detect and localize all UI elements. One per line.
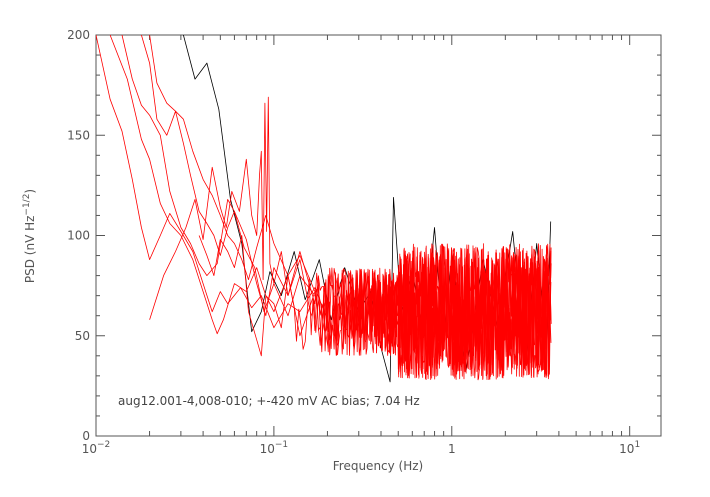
x-tick-label: 1 [448, 442, 456, 456]
series-line-7 [198, 235, 552, 380]
x-axis: 10−2 10−1 1 101 [82, 35, 640, 456]
y-axis-label: PSD (nV Hz−1/2) [22, 189, 37, 283]
y-axis-label-text: PSD (nV Hz [23, 216, 37, 284]
y-tick-label: 200 [67, 28, 90, 42]
y-tick-label: 50 [75, 329, 90, 343]
plot-annotation: aug12.001-4,008-010; +-420 mV AC bias; 7… [118, 394, 420, 408]
y-axis-label-exponent: −1/2 [22, 194, 32, 216]
y-tick-label: 100 [67, 229, 90, 243]
series-layer [96, 35, 552, 383]
y-tick-label: 0 [82, 429, 90, 443]
x-tick-label: 10−1 [260, 440, 289, 456]
x-axis-label: Frequency (Hz) [333, 459, 424, 473]
y-axis-label-close: ) [23, 189, 37, 194]
x-tick-label: 101 [619, 440, 640, 456]
y-axis: 0 50 100 150 200 [67, 28, 661, 443]
x-tick-label: 10−2 [82, 440, 111, 456]
y-tick-label: 150 [67, 128, 90, 142]
